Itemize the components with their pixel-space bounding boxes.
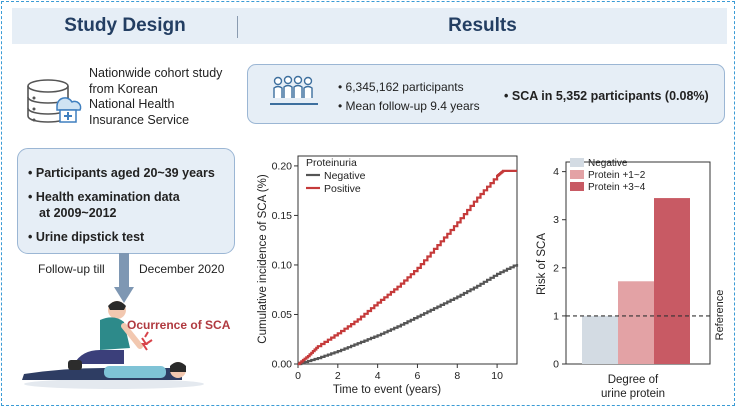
criterion-urine-test: • Urine dipstick test [28,230,145,244]
y-tick-label: 0.20 [272,160,293,172]
x-tick-label: 6 [415,370,421,382]
bar-3 [654,198,690,364]
description-line: Nationwide cohort study [89,66,223,80]
line-chart-ylabel: Cumulative incidence of SCA (%) [257,174,269,344]
y-tick-label: 0.00 [272,359,293,371]
inclusion-criteria-box: • Participants aged 20~39 years • Health… [17,148,235,254]
description-line: National Health [89,97,175,111]
x-tick-label: 8 [454,370,460,382]
line-legend-title: Proteinuria [306,157,357,169]
results-summary-box [247,64,725,124]
cpr-illustration [22,301,204,389]
x-tick-label: 10 [491,370,503,382]
database-icon [27,79,82,123]
results-header: Results [238,8,727,44]
criterion-health-exam-years: at 2009~2012 [39,206,117,220]
x-tick-label: 2 [335,370,341,382]
reference-label: Reference [714,290,726,341]
people-group-icon [270,75,318,105]
line-legend-label: Positive [324,183,361,195]
y-tick-label: 2 [553,262,559,274]
description-line: from Korean [89,81,158,96]
legend-swatch [570,158,584,167]
x-tick-label: 4 [375,370,381,382]
legend-swatch [570,170,584,179]
cumulative-incidence-chart: Cumulative incidence of SCA (%) Time to … [257,155,519,396]
bar-chart-xlabel-line: Degree of [608,374,659,386]
y-tick-label: 1 [553,310,559,322]
results-title: Results [448,15,517,36]
risk-bar-chart: Risk of SCA Degree of urine protein Refe… [536,158,726,400]
participants-count: • 6,345,162 participants [338,80,464,94]
legend-label: Protein +3~4 [588,182,646,193]
study-design-title: Study Design [64,15,186,36]
legend-label: Protein +1~2 [588,170,646,181]
header-divider [237,16,238,38]
x-tick-label: 0 [295,370,301,382]
sca-count: • SCA in 5,352 participants (0.08%) [504,89,709,103]
bar-chart-xlabel-line: urine protein [601,388,665,400]
criterion-age: • Participants aged 20~39 years [28,166,215,180]
series-line-positive [298,169,517,366]
y-tick-label: 0.15 [272,210,293,222]
follow-up-date: December 2020 [139,262,225,276]
line-chart-xlabel: Time to event (years) [333,384,441,396]
series-line-negative [298,264,519,366]
y-tick-label: 0.05 [272,309,293,321]
y-tick-label: 0 [553,359,559,371]
y-tick-label: 4 [553,166,559,178]
legend-swatch [570,182,584,191]
line-plot-frame [297,155,518,365]
description-line: Insurance Service [89,112,190,127]
study-design-header: Study Design [12,8,238,44]
bar-chart-ylabel: Risk of SCA [536,233,548,295]
y-tick-label: 3 [553,214,559,226]
y-tick-label: 0.10 [272,259,293,271]
bar-2 [618,281,654,364]
line-legend-label: Negative [324,170,366,182]
bar-1 [582,315,618,364]
legend-label: Negative [588,158,628,169]
hospital-icon [56,97,82,123]
criterion-health-exam: • Health examination data [28,190,180,204]
follow-up-label: Follow-up till [38,262,105,276]
follow-up-arrow [114,253,134,303]
sca-event-label: Ocurrence of SCA [127,318,231,332]
cohort-description: Nationwide cohort study from Korean Nati… [89,66,239,128]
mean-follow-up: • Mean follow-up 9.4 years [338,99,480,113]
